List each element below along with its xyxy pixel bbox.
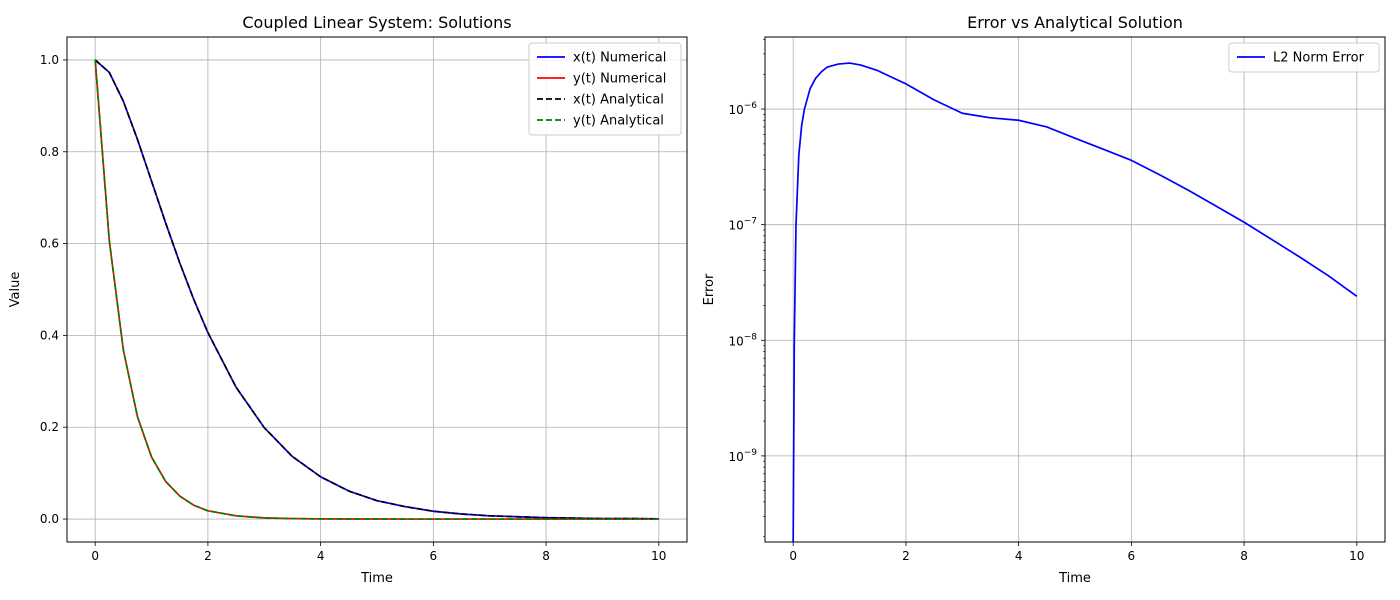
y-tick-label: 0.0 <box>40 512 59 526</box>
plot-frame <box>66 36 688 543</box>
y-tick-label: 1.0 <box>40 53 59 67</box>
y-tick-exponent: −7 <box>744 217 757 227</box>
x-tick-label: 8 <box>542 549 550 563</box>
y-tick-base: 10 <box>728 334 743 348</box>
y-tick-exponent: −8 <box>744 332 758 342</box>
chart-1: 0 2 4 6 8 10 0.0 0.2 0.4 0.6 0.8 1.0 Coupled Linear … <box>8 13 688 586</box>
series-line-1 <box>792 62 1358 542</box>
y-axis-label: Error <box>702 273 717 305</box>
y-tick-exponent: −6 <box>744 101 758 111</box>
legend-label-4: y(t) Analytical <box>573 114 664 129</box>
legend-box <box>1228 42 1380 73</box>
x-tick-label: 0 <box>789 549 797 563</box>
y-tick-base: 10 <box>728 103 743 117</box>
x-axis-label: Time <box>1058 571 1091 586</box>
y-tick-label: 0.8 <box>40 145 59 159</box>
y-tick-exponent: −9 <box>744 448 758 458</box>
series-group <box>94 59 659 520</box>
y-tick-base: 10 <box>728 450 743 464</box>
y-axis-label: Value <box>8 272 23 308</box>
series-line-3 <box>94 59 659 520</box>
legend-box <box>528 42 682 136</box>
legend-label-1: L2 Norm Error <box>1273 51 1365 66</box>
series-line-4 <box>94 59 659 520</box>
y-tick-label: 0.4 <box>40 328 59 342</box>
series-group <box>792 62 1358 542</box>
legend: L2 Norm Error <box>1228 42 1380 73</box>
y-tick-label: 10−9 <box>728 448 757 464</box>
x-tick-label: 10 <box>1349 549 1364 563</box>
x-tick-label: 2 <box>902 549 910 563</box>
plot-frame <box>764 36 1386 543</box>
chart-title: Error vs Analytical Solution <box>967 13 1183 32</box>
legend-label-3: x(t) Analytical <box>573 93 664 108</box>
y-tick-label: 10−6 <box>728 101 757 117</box>
x-tick-label: 0 <box>91 549 99 563</box>
y-tick-label: 0.2 <box>40 420 59 434</box>
legend-label-1: x(t) Numerical <box>573 51 666 66</box>
x-tick-label: 2 <box>204 549 212 563</box>
legend: x(t) Numerical y(t) Numerical x(t) Analyti… <box>528 42 682 136</box>
x-tick-label: 4 <box>1015 549 1023 563</box>
legend-label-2: y(t) Numerical <box>573 72 666 87</box>
chart-title: Coupled Linear System: Solutions <box>242 13 511 32</box>
y-tick-base: 10 <box>728 219 743 233</box>
x-tick-label: 6 <box>1128 549 1136 563</box>
x-tick-label: 10 <box>651 549 666 563</box>
x-tick-label: 6 <box>430 549 438 563</box>
x-axis-label: Time <box>360 571 393 586</box>
x-tick-label: 8 <box>1240 549 1248 563</box>
y-tick-label: 10−8 <box>728 332 757 348</box>
y-tick-label: 10−7 <box>728 217 757 233</box>
x-tick-label: 4 <box>317 549 325 563</box>
y-tick-label: 0.6 <box>40 237 59 251</box>
